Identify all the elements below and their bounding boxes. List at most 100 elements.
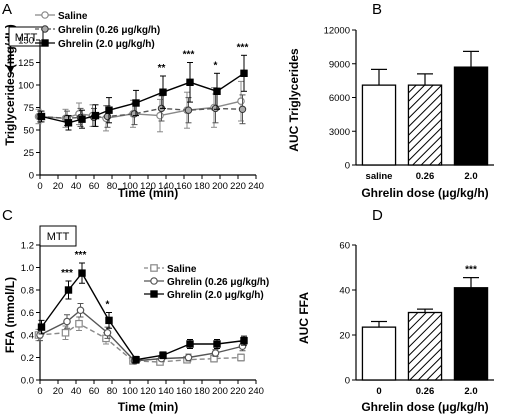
x-tick-label: 180 [194,181,210,192]
x-tick-label: 140 [158,181,174,192]
x-tick-label: saline [366,171,393,182]
bar [361,326,397,381]
panel-a-legend-label-saline: Saline [58,11,88,22]
panel-c-xlabel: Time (min) [118,400,178,414]
data-point [76,306,85,315]
y-tick-label: 0.6 [21,308,34,319]
data-point [184,106,193,114]
panel-c-legend-label-low: Ghrelin (0.26 μg/kg/h) [167,277,269,288]
data-point [156,111,164,120]
series-line [38,322,242,363]
data-point [237,97,245,106]
x-tick-label: 80 [107,386,118,397]
series-line [39,107,243,120]
panel-a-legend-label-high: Ghrelin (2.0 μg/kg/h) [58,39,155,50]
legend-marker [150,277,158,285]
data-point [36,331,44,339]
significance-label: *** [61,268,73,279]
panel-b-ylabel: AUC Triglycerides [287,48,301,152]
data-point [64,119,73,127]
data-point [63,317,71,326]
panel-d-plot: 0 20 40 60 0 0.26 2.0 *** [339,241,494,397]
x-tick-label: 60 [89,386,100,397]
data-point [238,105,247,114]
x-tick-label: 0.26 [416,386,435,397]
data-point [184,353,193,362]
y-tick-label: 150 [18,36,34,47]
data-point [159,88,167,96]
legend-marker [150,290,158,298]
y-tick-label: 0 [345,376,350,387]
data-point [91,111,100,120]
panel-c-plot: 0.00.20.40.60.81.01.20 20 40 60 80 100 120 140 1… [21,241,264,398]
x-tick-label: 80 [107,181,118,192]
y-tick-label: 0 [345,161,350,172]
y-tick-label: 40 [339,286,350,297]
y-tick-label: 125 [18,58,34,69]
data-point [237,353,245,362]
data-point [103,112,112,121]
series-line [41,72,245,124]
data-point [186,78,194,86]
data-point [105,316,113,325]
data-point [159,351,167,359]
data-point [240,336,248,345]
data-point [213,87,221,95]
y-tick-label: 9000 [329,59,350,70]
y-tick-label: 0 [29,171,34,182]
y-tick-label: 60 [339,241,350,252]
data-point [78,115,86,123]
series-2 [37,262,248,364]
x-tick-label: 140 [158,386,174,397]
significance-label: * [214,60,218,71]
y-tick-label: 1.0 [21,263,34,274]
y-tick-label: 6000 [329,93,350,104]
data-point [64,286,73,294]
significance-label: * [106,300,110,311]
data-point [240,69,248,77]
y-tick-label: 1.2 [21,241,34,252]
x-tick-label: 0.26 [416,171,435,182]
data-point [213,340,221,348]
panel-d-ylabel: AUC FFA [297,292,311,344]
panel-a-xlabel: Time (min) [118,186,178,200]
panel-letter-c: C [2,207,13,224]
y-tick-label: 20 [339,331,350,342]
significance-label: *** [75,250,87,261]
data-point [132,99,140,107]
significance-label: *** [237,42,249,53]
y-tick-label: 75 [23,103,34,114]
y-tick-label: 100 [18,81,34,92]
panel-c-legend [144,264,164,298]
x-tick-label: 0 [37,386,42,397]
panel-c-ylabel: FFA (mmol/L) [3,277,17,353]
data-point [186,340,194,348]
data-point [61,328,70,337]
x-tick-label: 200 [212,181,228,192]
significance-label: *** [183,50,195,61]
y-tick-label: 0.0 [21,376,34,387]
y-tick-label: 3000 [329,127,350,138]
y-tick-label: 12000 [324,26,350,37]
x-tick-label: 2.0 [464,171,477,182]
panel-c-legend-label-saline: Saline [167,264,197,275]
legend-marker [41,11,49,19]
x-tick-label: 160 [176,181,192,192]
panel-letter-a: A [2,1,12,18]
bar [407,311,443,381]
x-tick-label: 160 [176,386,192,397]
x-tick-label: 100 [122,386,138,397]
data-point [211,104,220,113]
y-tick-label: 0.4 [21,331,34,342]
data-point [37,323,46,331]
panel-a-mtt-annotation: MTT [6,26,44,74]
data-point [75,319,83,328]
x-tick-label: 240 [248,386,264,397]
panel-b-xlabel: Ghrelin dose (μg/kg/h) [361,186,488,200]
data-point [211,349,220,357]
data-point [103,328,112,337]
data-point [132,356,140,364]
x-tick-label: 60 [89,181,100,192]
